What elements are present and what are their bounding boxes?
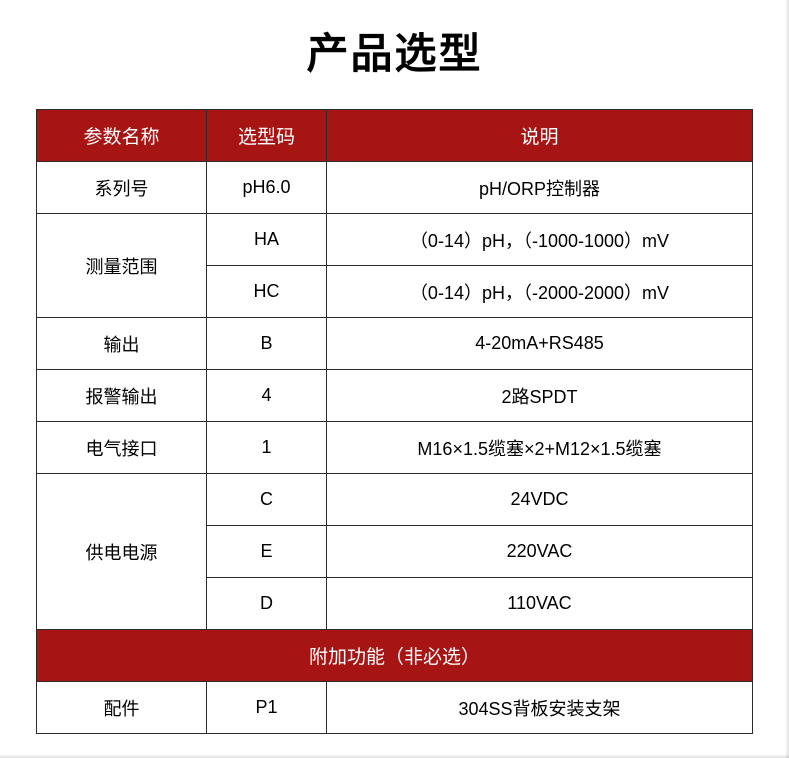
cell-param: 系列号 — [37, 162, 207, 214]
col-param: 参数名称 — [37, 110, 207, 162]
col-desc: 说明 — [327, 110, 753, 162]
cell-param: 供电电源 — [37, 474, 207, 630]
selection-table: 参数名称 选型码 说明 系列号 pH6.0 pH/ORP控制器 测量范围 HA … — [36, 109, 753, 734]
section-row: 附加功能（非必选） — [37, 630, 753, 682]
table-row: 配件 P1 304SS背板安装支架 — [37, 682, 753, 734]
cell-desc: （0-14）pH，（-2000-2000）mV — [327, 266, 753, 318]
table-row: 电气接口 1 M16×1.5缆塞×2+M12×1.5缆塞 — [37, 422, 753, 474]
cell-desc: pH/ORP控制器 — [327, 162, 753, 214]
table-row: 供电电源 C 24VDC — [37, 474, 753, 526]
edge-shadow-bottom — [0, 754, 789, 758]
cell-desc: 304SS背板安装支架 — [327, 682, 753, 734]
cell-param: 电气接口 — [37, 422, 207, 474]
cell-desc: （0-14）pH，（-1000-1000）mV — [327, 214, 753, 266]
cell-param: 测量范围 — [37, 214, 207, 318]
table-header-row: 参数名称 选型码 说明 — [37, 110, 753, 162]
edge-shadow-right — [785, 0, 789, 758]
cell-desc: 2路SPDT — [327, 370, 753, 422]
table-row: 报警输出 4 2路SPDT — [37, 370, 753, 422]
cell-param: 报警输出 — [37, 370, 207, 422]
cell-code: B — [207, 318, 327, 370]
cell-desc: M16×1.5缆塞×2+M12×1.5缆塞 — [327, 422, 753, 474]
cell-code: D — [207, 578, 327, 630]
cell-code: P1 — [207, 682, 327, 734]
col-code: 选型码 — [207, 110, 327, 162]
cell-code: HC — [207, 266, 327, 318]
cell-param: 配件 — [37, 682, 207, 734]
cell-desc: 24VDC — [327, 474, 753, 526]
cell-desc: 4-20mA+RS485 — [327, 318, 753, 370]
table-row: 测量范围 HA （0-14）pH，（-1000-1000）mV — [37, 214, 753, 266]
section-label: 附加功能（非必选） — [37, 630, 753, 682]
cell-desc: 220VAC — [327, 526, 753, 578]
cell-desc: 110VAC — [327, 578, 753, 630]
table-row: 系列号 pH6.0 pH/ORP控制器 — [37, 162, 753, 214]
cell-code: C — [207, 474, 327, 526]
cell-code: 1 — [207, 422, 327, 474]
cell-code: 4 — [207, 370, 327, 422]
cell-param: 输出 — [37, 318, 207, 370]
table-row: 输出 B 4-20mA+RS485 — [37, 318, 753, 370]
page-title: 产品选型 — [36, 20, 753, 81]
cell-code: HA — [207, 214, 327, 266]
cell-code: E — [207, 526, 327, 578]
cell-code: pH6.0 — [207, 162, 327, 214]
